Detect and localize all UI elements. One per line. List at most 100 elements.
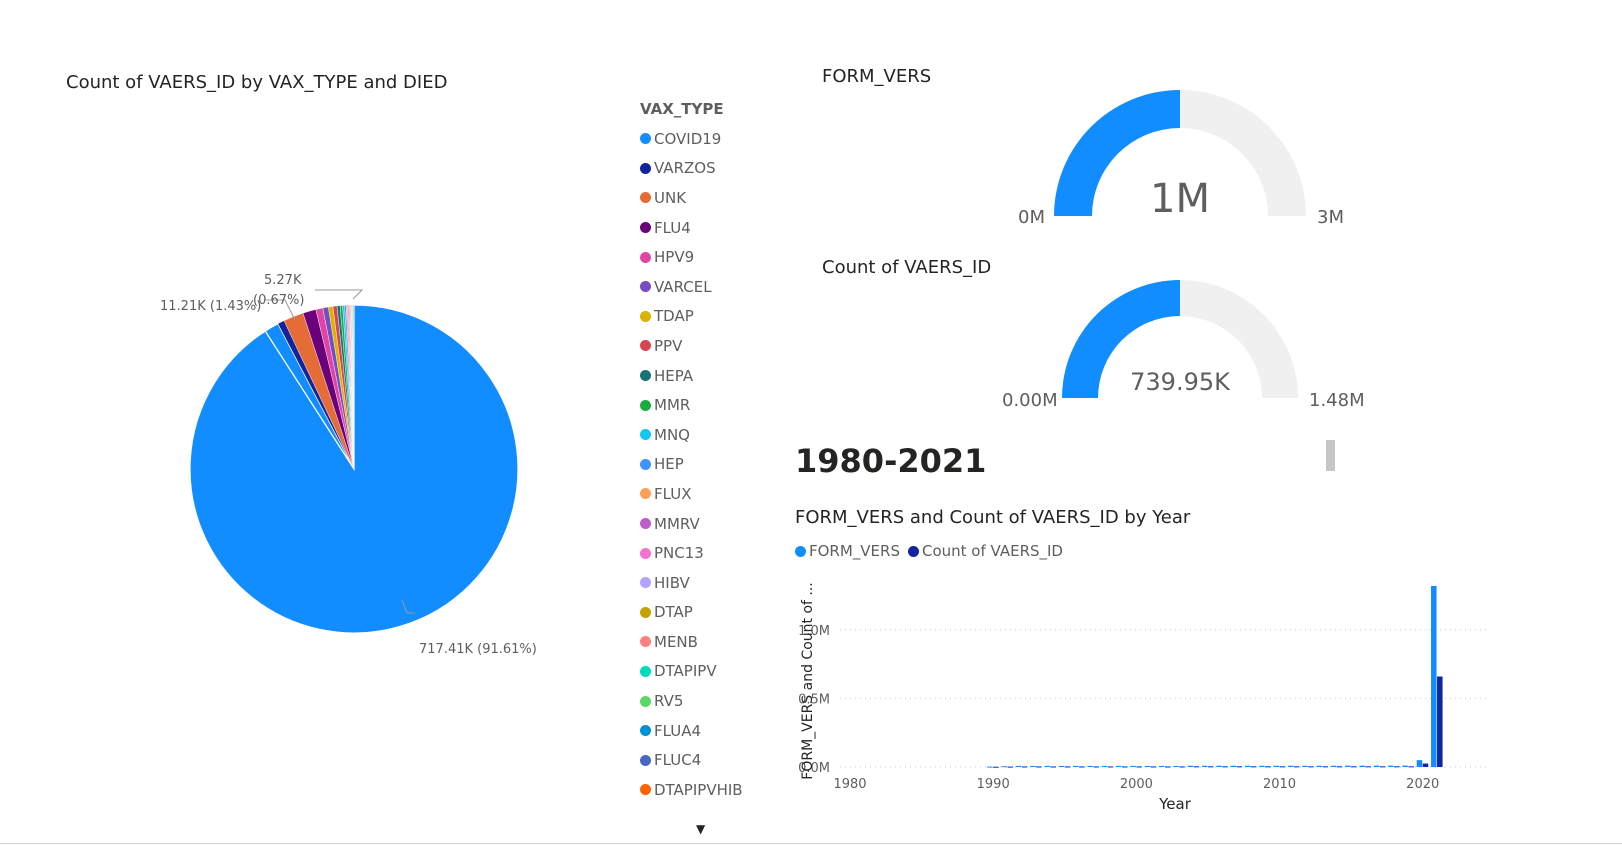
bar[interactable] [1179, 766, 1185, 768]
bar[interactable] [1236, 766, 1243, 768]
bar[interactable] [1079, 766, 1085, 768]
bar[interactable] [1222, 766, 1228, 768]
bar[interactable] [1422, 763, 1429, 767]
legend-label: FLU4 [654, 218, 691, 237]
legend-item[interactable]: FLUX [640, 479, 770, 509]
bar[interactable] [1001, 766, 1007, 768]
bar[interactable] [1116, 765, 1122, 767]
bar[interactable] [1101, 765, 1108, 767]
bar[interactable] [1388, 765, 1394, 767]
legend-item[interactable]: HEP [640, 450, 770, 480]
bar[interactable] [1402, 765, 1408, 767]
legend-item[interactable]: PPV [640, 331, 770, 361]
bar[interactable] [1150, 766, 1157, 768]
legend-dot [640, 192, 651, 204]
bar[interactable] [1207, 766, 1214, 768]
legend-item[interactable]: HEPA [640, 361, 770, 391]
bar[interactable] [1107, 766, 1114, 768]
bar[interactable] [1021, 766, 1028, 768]
bar[interactable] [1044, 765, 1050, 767]
bar[interactable] [1030, 765, 1036, 767]
legend-item[interactable]: VARCEL [640, 272, 770, 302]
bar[interactable] [1265, 766, 1271, 768]
legend-item[interactable]: VARZOS [640, 154, 770, 184]
bar[interactable] [1259, 765, 1265, 767]
bar[interactable] [1345, 765, 1351, 767]
bar[interactable] [1058, 765, 1065, 767]
legend-item[interactable]: DTAPIPV [640, 657, 770, 687]
bar[interactable] [1336, 766, 1343, 768]
legend-item[interactable]: MMR [640, 390, 770, 420]
legend-label: RV5 [654, 692, 684, 711]
bar[interactable] [1087, 765, 1093, 767]
bar[interactable] [1007, 766, 1014, 768]
bar[interactable] [993, 766, 999, 768]
legend-item[interactable]: HIBV [640, 568, 770, 598]
legend-item[interactable]: UNK [640, 183, 770, 213]
bar[interactable] [1244, 765, 1251, 767]
bar[interactable] [1365, 766, 1371, 768]
bar[interactable] [1416, 760, 1423, 767]
pie-leader-line-1 [315, 289, 364, 300]
bar[interactable] [1373, 765, 1380, 767]
bar[interactable] [1036, 766, 1042, 768]
bar[interactable] [1173, 765, 1179, 767]
x-axis-title: Year [1158, 795, 1192, 813]
bar[interactable] [1287, 765, 1294, 767]
bar[interactable] [1437, 676, 1443, 767]
x-tick-label: 1990 [977, 777, 1010, 792]
bar[interactable] [1250, 766, 1257, 768]
legend-item[interactable]: MMRV [640, 509, 770, 539]
bar[interactable] [1193, 766, 1200, 768]
bar[interactable] [1408, 766, 1414, 768]
legend-item[interactable]: FLUC4 [640, 745, 770, 775]
legend-item[interactable]: DTAPIPVHIB [640, 775, 770, 805]
bar[interactable] [1073, 765, 1079, 767]
legend-item[interactable]: RV5 [640, 686, 770, 716]
bar[interactable] [1279, 766, 1286, 768]
legend-dot [640, 399, 651, 411]
legend-item[interactable]: MNQ [640, 420, 770, 450]
bar[interactable] [1158, 765, 1165, 767]
legend-item[interactable]: MENB [640, 627, 770, 657]
slider-handle[interactable] [1326, 440, 1335, 471]
legend-label: TDAP [654, 307, 694, 326]
bar[interactable] [1122, 766, 1128, 768]
legend-item[interactable]: COVID19 [640, 124, 770, 154]
bar[interactable] [987, 766, 993, 768]
legend-item[interactable]: DTAP [640, 598, 770, 628]
bar[interactable] [1216, 765, 1222, 767]
bar[interactable] [1302, 765, 1308, 767]
legend-item[interactable]: FLU4 [640, 213, 770, 243]
bar[interactable] [1064, 766, 1071, 768]
caret-down-icon[interactable]: ▼ [696, 822, 706, 836]
bar[interactable] [1316, 765, 1322, 767]
legend-item[interactable]: FLUA4 [640, 716, 770, 746]
bar[interactable] [1187, 765, 1194, 767]
bar[interactable] [1015, 765, 1022, 767]
pie-slice[interactable] [353, 304, 355, 470]
bar[interactable] [1050, 766, 1056, 768]
bar[interactable] [1130, 765, 1136, 767]
bar[interactable] [1330, 765, 1337, 767]
bar[interactable] [1322, 766, 1329, 768]
bar[interactable] [1308, 766, 1314, 768]
bar[interactable] [1379, 766, 1386, 768]
bar[interactable] [1431, 585, 1437, 767]
bar[interactable] [1230, 765, 1237, 767]
bar[interactable] [1273, 765, 1280, 767]
legend-item[interactable]: PNC13 [640, 538, 770, 568]
legend-item[interactable]: TDAP [640, 302, 770, 332]
bar[interactable] [1293, 766, 1300, 768]
pie-chart: 5.27K (0.67%) 11.21K (1.43%) 717.41K (91… [160, 273, 537, 657]
legend-label: PPV [654, 336, 683, 355]
bar[interactable] [1165, 766, 1171, 768]
bar[interactable] [1351, 766, 1357, 768]
legend-item[interactable]: HPV9 [640, 242, 770, 272]
bar[interactable] [1359, 765, 1365, 767]
bar[interactable] [1201, 765, 1208, 767]
bar[interactable] [1394, 766, 1400, 768]
bar[interactable] [1144, 765, 1151, 767]
bar[interactable] [1093, 766, 1099, 768]
bar[interactable] [1136, 766, 1142, 768]
